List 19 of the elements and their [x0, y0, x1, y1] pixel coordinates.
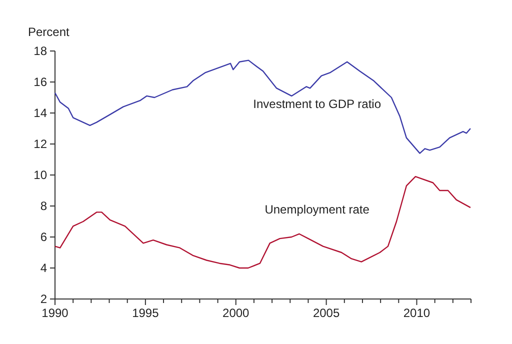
- x-tick-label: 2005: [312, 306, 340, 320]
- y-tick-label: 4: [40, 261, 48, 276]
- x-tick-label: 2010: [403, 306, 430, 320]
- y-tick-label: 16: [34, 75, 48, 90]
- x-tick-label: 1990: [42, 306, 69, 320]
- y-tick-label: 10: [34, 168, 48, 182]
- y-tick-label: 6: [40, 230, 48, 244]
- y-tick-label: 18: [34, 44, 48, 58]
- line-series: [54, 60, 472, 154]
- text: Unemployment rate: [264, 202, 370, 216]
- x-tick-label: 2000: [222, 306, 250, 320]
- y-tick-label: 2: [40, 292, 48, 306]
- y-tick-label: 12: [34, 137, 48, 152]
- y-tick-label: 8: [40, 199, 48, 214]
- y-tick-label: 14: [34, 106, 48, 120]
- y-axis-title: Percent: [28, 25, 70, 39]
- line-series: [54, 176, 472, 269]
- series-label: Investment to GDP ratio: [253, 97, 382, 112]
- x-tick-label: 1995: [132, 306, 160, 320]
